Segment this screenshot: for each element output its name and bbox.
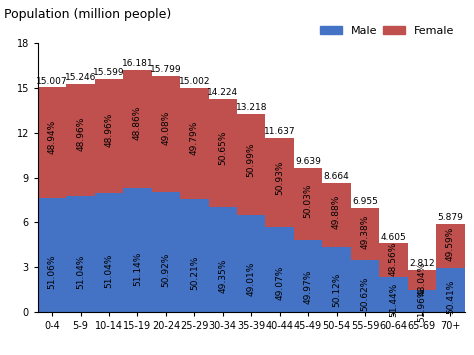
Text: 51.44%: 51.44%: [389, 283, 398, 317]
Text: 50.12%: 50.12%: [332, 272, 341, 307]
Bar: [38, 197, 66, 312]
Text: 50.03%: 50.03%: [304, 183, 312, 218]
Bar: [237, 114, 265, 215]
Text: 49.88%: 49.88%: [332, 195, 341, 229]
Text: 51.04%: 51.04%: [105, 253, 113, 288]
Text: 5.879: 5.879: [438, 213, 463, 223]
Bar: [408, 290, 436, 312]
Bar: [209, 99, 237, 207]
Text: 49.38%: 49.38%: [361, 214, 369, 248]
Text: 15.599: 15.599: [93, 68, 125, 77]
Bar: [95, 78, 123, 193]
Text: 2.812: 2.812: [409, 260, 435, 268]
Text: 51.14%: 51.14%: [133, 252, 142, 286]
Text: 48.96%: 48.96%: [76, 117, 85, 152]
Text: 49.59%: 49.59%: [446, 227, 455, 261]
Bar: [294, 240, 322, 312]
Text: 48.96%: 48.96%: [105, 113, 113, 147]
Text: 50.62%: 50.62%: [361, 277, 369, 311]
Text: 48.04%: 48.04%: [418, 262, 426, 296]
Bar: [38, 87, 66, 197]
Text: 49.79%: 49.79%: [190, 121, 199, 155]
Bar: [265, 138, 294, 227]
Bar: [180, 200, 209, 312]
Text: 6.955: 6.955: [352, 197, 378, 206]
Text: 51.96%: 51.96%: [418, 288, 426, 322]
Text: 14.224: 14.224: [207, 88, 238, 97]
Text: 49.07%: 49.07%: [275, 265, 284, 300]
Bar: [436, 224, 465, 268]
Bar: [237, 215, 265, 312]
Legend: Male, Female: Male, Female: [315, 21, 459, 40]
Text: 50.41%: 50.41%: [446, 280, 455, 314]
Text: 50.92%: 50.92%: [162, 253, 170, 288]
Text: 15.002: 15.002: [179, 77, 210, 86]
Bar: [379, 244, 408, 277]
Bar: [123, 189, 152, 312]
Text: 51.04%: 51.04%: [76, 255, 85, 289]
Text: 13.218: 13.218: [236, 103, 267, 113]
Text: 48.94%: 48.94%: [48, 120, 56, 154]
Text: 49.97%: 49.97%: [304, 270, 312, 304]
Bar: [152, 192, 180, 312]
Text: 48.86%: 48.86%: [133, 106, 142, 140]
Bar: [351, 208, 379, 260]
Bar: [265, 227, 294, 312]
Bar: [322, 247, 351, 312]
Text: 50.65%: 50.65%: [219, 131, 227, 165]
Bar: [66, 196, 95, 312]
Text: 50.93%: 50.93%: [275, 161, 284, 195]
Bar: [379, 277, 408, 312]
Bar: [436, 268, 465, 312]
Bar: [322, 182, 351, 247]
Text: 51.06%: 51.06%: [48, 255, 56, 289]
Text: 15.246: 15.246: [65, 73, 96, 82]
Text: 49.35%: 49.35%: [219, 258, 227, 293]
Text: 4.605: 4.605: [381, 233, 406, 242]
Text: 15.007: 15.007: [36, 77, 68, 86]
Text: 16.181: 16.181: [122, 59, 153, 68]
Bar: [152, 76, 180, 192]
Bar: [180, 88, 209, 200]
Text: 49.01%: 49.01%: [247, 261, 255, 296]
Bar: [95, 193, 123, 312]
Text: Population (million people): Population (million people): [4, 8, 171, 21]
Bar: [209, 207, 237, 312]
Bar: [408, 270, 436, 290]
Bar: [123, 70, 152, 189]
Bar: [66, 84, 95, 196]
Text: 9.639: 9.639: [295, 157, 321, 166]
Text: 50.99%: 50.99%: [247, 142, 255, 177]
Text: 8.664: 8.664: [324, 172, 349, 181]
Bar: [351, 260, 379, 312]
Bar: [294, 168, 322, 240]
Text: 50.21%: 50.21%: [190, 256, 199, 290]
Text: 49.08%: 49.08%: [162, 111, 170, 145]
Text: 15.799: 15.799: [150, 65, 182, 74]
Text: 48.56%: 48.56%: [389, 241, 398, 275]
Text: 11.637: 11.637: [264, 127, 295, 136]
